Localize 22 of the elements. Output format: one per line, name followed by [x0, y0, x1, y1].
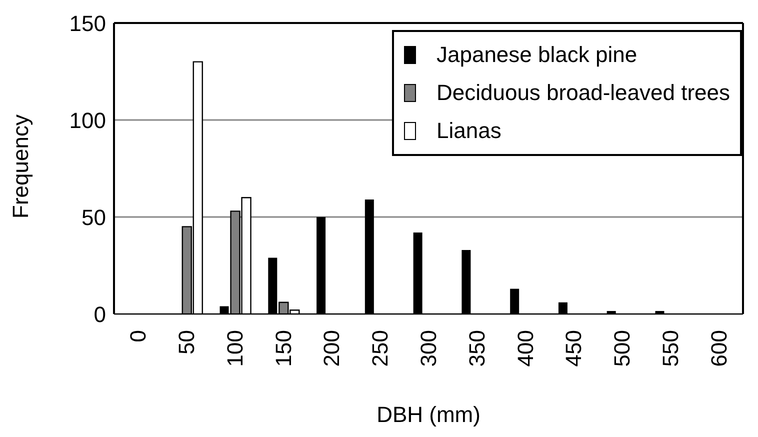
y-tick-label: 0 — [94, 302, 106, 327]
y-tick-label: 100 — [69, 108, 106, 133]
x-tick-label: 150 — [270, 330, 296, 367]
x-tick-label: 600 — [706, 330, 732, 367]
x-tick-label: 300 — [416, 330, 441, 367]
y-tick-label: 50 — [82, 204, 106, 230]
x-tick-label: 400 — [512, 330, 538, 367]
legend-label: Lianas — [436, 118, 502, 144]
x-tick-label: 100 — [222, 330, 248, 367]
x-tick-label: 200 — [319, 330, 344, 367]
x-tick-label: 350 — [464, 330, 490, 367]
x-tick-label: 500 — [610, 330, 635, 367]
x-tick-label: 550 — [658, 330, 683, 367]
x-tick-label: 0 — [126, 330, 151, 342]
x-axis-title: DBH (mm) — [376, 402, 480, 427]
x-tick-label: 450 — [561, 330, 586, 367]
y-axis-title: Frequency — [8, 114, 33, 218]
y-tick-label: 150 — [69, 10, 106, 36]
legend-label: Deciduous broad-leaved trees — [436, 80, 730, 106]
x-tick-label: 50 — [174, 330, 200, 354]
x-tick-label: 250 — [368, 330, 393, 367]
legend-label: Japanese black pine — [436, 42, 638, 68]
